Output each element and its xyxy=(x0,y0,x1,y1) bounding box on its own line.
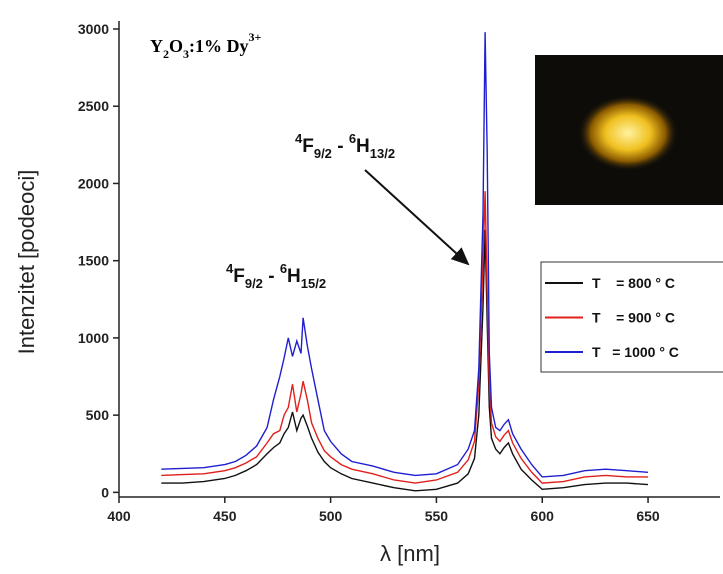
y-axis-label: Intenzitet [podeoci] xyxy=(14,170,39,355)
y-tick-label: 2000 xyxy=(78,175,109,191)
title-part: O xyxy=(169,36,183,56)
legend-label: T = 800 ° C xyxy=(592,275,675,291)
series-line xyxy=(161,191,648,484)
x-tick-label: 600 xyxy=(531,508,555,524)
annotation-part: H xyxy=(356,136,370,157)
annotation-part: 15/2 xyxy=(301,276,326,291)
x-tick-label: 450 xyxy=(213,508,237,524)
annotation-part: 9/2 xyxy=(314,146,332,161)
annotation-arrow xyxy=(364,169,470,266)
chart-title: Y2O3:1% Dy3+ xyxy=(150,30,262,61)
annotation-part: 6 xyxy=(280,261,287,276)
annotation-part: - xyxy=(263,266,280,287)
x-tick-label: 650 xyxy=(636,508,660,524)
annotation-part: - xyxy=(332,136,349,157)
series-line xyxy=(161,229,649,492)
y-tick-label: 1500 xyxy=(78,253,109,269)
y-tick-label: 3000 xyxy=(78,21,109,37)
annotation-part: H xyxy=(287,266,301,287)
title-part: 2 xyxy=(163,47,169,61)
annotation-part: 4 xyxy=(295,131,303,146)
x-tick-label: 550 xyxy=(425,508,449,524)
annotation-part: 9/2 xyxy=(245,276,263,291)
annotation-part: 13/2 xyxy=(370,146,395,161)
title-part: 3 xyxy=(183,47,189,61)
title-part: Y xyxy=(150,36,163,56)
x-tick-label: 500 xyxy=(319,508,343,524)
inset-photo xyxy=(535,55,723,205)
x-axis-label: λ [nm] xyxy=(380,541,440,566)
legend-label: T = 1000 ° C xyxy=(592,344,679,360)
title-part: 3+ xyxy=(249,30,262,44)
annotation-part: 4 xyxy=(226,261,234,276)
title-part: :1% Dy xyxy=(189,36,249,56)
y-tick-label: 0 xyxy=(101,484,109,500)
annotation-part: 6 xyxy=(349,131,356,146)
y-tick-label: 1000 xyxy=(78,330,109,346)
y-tick-label: 2500 xyxy=(78,98,109,114)
annotation-part: F xyxy=(302,136,314,157)
series-line xyxy=(161,32,649,478)
y-tick-label: 500 xyxy=(86,407,110,423)
legend-label: T = 900 ° C xyxy=(592,310,675,326)
annotation: 4F9/2 - 6H13/2 xyxy=(295,131,395,161)
annotation: 4F9/2 - 6H15/2 xyxy=(226,261,326,291)
x-tick-label: 400 xyxy=(107,508,131,524)
annotation-part: F xyxy=(233,266,245,287)
legend: T = 800 ° C T = 900 ° C T = 1000 ° C xyxy=(540,261,723,373)
